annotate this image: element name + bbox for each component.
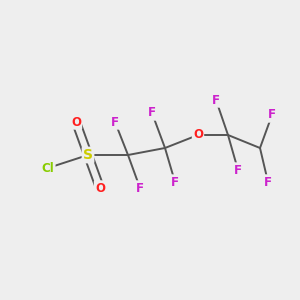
Text: F: F (111, 116, 119, 128)
Text: O: O (95, 182, 105, 194)
Text: F: F (264, 176, 272, 188)
Text: F: F (148, 106, 156, 119)
Text: Cl: Cl (42, 161, 54, 175)
Text: F: F (268, 109, 276, 122)
Text: F: F (212, 94, 220, 106)
Text: S: S (83, 148, 93, 162)
Text: F: F (234, 164, 242, 176)
Text: F: F (171, 176, 179, 188)
Text: O: O (193, 128, 203, 142)
Text: O: O (71, 116, 81, 128)
Text: F: F (136, 182, 144, 194)
